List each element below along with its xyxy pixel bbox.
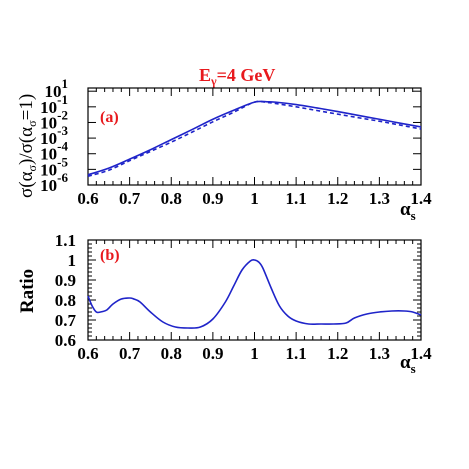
panel-a-ylabel: σ(ασ)/σ(ασ=1) xyxy=(16,94,39,198)
panel-b: (b) Ratio 0.6 0.7 0.8 0.9 1 1.1 1.2 1.3 1.4 0.60… xyxy=(17,231,432,376)
title-sub: γ xyxy=(210,74,217,88)
panel-b-ylabel: Ratio xyxy=(17,269,38,313)
figure-title: Eγ=4 GeV xyxy=(199,65,275,88)
panel-b-frame xyxy=(87,239,422,341)
x-tick-label: 1 xyxy=(250,344,259,363)
y-tick-label: 10-1 xyxy=(40,92,68,117)
panel-a-xticks: 0.6 0.7 0.8 0.9 1 1.1 1.2 1.3 1.4 xyxy=(77,88,432,208)
x-tick-label: 0.6 xyxy=(77,189,98,208)
panel-b-curves xyxy=(87,259,422,329)
x-tick-label: 1.2 xyxy=(327,189,348,208)
y-tick-label: 1.1 xyxy=(55,231,76,250)
x-tick-label: 1.3 xyxy=(369,344,390,363)
x-tick-label: 0.7 xyxy=(119,189,141,208)
x-tick-label: 1.4 xyxy=(410,344,432,363)
x-tick-label: 0.8 xyxy=(161,189,182,208)
y-tick-label: 10-4 xyxy=(40,139,68,164)
dashed-series-line xyxy=(87,100,422,178)
x-tick-label: 0.9 xyxy=(202,344,223,363)
y-tick-label: 10-6 xyxy=(40,170,68,195)
x-tick-label: 1.3 xyxy=(369,189,390,208)
x-tick-label: 0.6 xyxy=(77,344,98,363)
y-tick-label: 101 xyxy=(45,76,69,101)
x-tick-label: 1 xyxy=(250,189,259,208)
panel-b-xlabel: αs xyxy=(400,352,416,376)
x-tick-label: 0.8 xyxy=(161,344,182,363)
panel-a-label: (a) xyxy=(100,109,119,126)
panel-a: (a) σ(ασ)/σ(ασ=1) 0.6 0.7 0.8 0.9 1 1.1 1.2 1.3… xyxy=(16,76,432,223)
x-tick-label: 1.1 xyxy=(286,344,307,363)
y-tick-label: 10-3 xyxy=(40,123,68,148)
title-main: E xyxy=(199,65,211,85)
y-tick-label: 0.9 xyxy=(55,271,76,290)
x-tick-label: 1.2 xyxy=(327,344,348,363)
y-tick-label: 0.8 xyxy=(55,291,76,310)
y-tick-label: 1 xyxy=(68,251,77,270)
x-tick-label: 1.1 xyxy=(286,189,307,208)
solid-series-line xyxy=(87,259,422,329)
x-tick-label: 0.7 xyxy=(119,344,141,363)
x-tick-label: 1.4 xyxy=(410,189,432,208)
y-tick-label: 10-5 xyxy=(40,154,68,179)
y-tick-label: 10-2 xyxy=(40,107,68,132)
panel-b-label: (b) xyxy=(100,247,120,264)
panel-b-yticks: 0.60.70.80.911.1 xyxy=(55,231,421,350)
title-rest: =4 GeV xyxy=(217,65,276,85)
y-tick-label: 0.7 xyxy=(55,311,77,330)
panel-a-xlabel: αs xyxy=(400,199,416,223)
x-tick-label: 0.9 xyxy=(202,189,223,208)
y-tick-label: 0.6 xyxy=(55,331,76,350)
panel-b-xticks: 0.6 0.7 0.8 0.9 1 1.1 1.2 1.3 1.4 xyxy=(77,240,432,363)
panel-a-curves xyxy=(87,100,422,178)
solid-series-line xyxy=(87,100,422,176)
